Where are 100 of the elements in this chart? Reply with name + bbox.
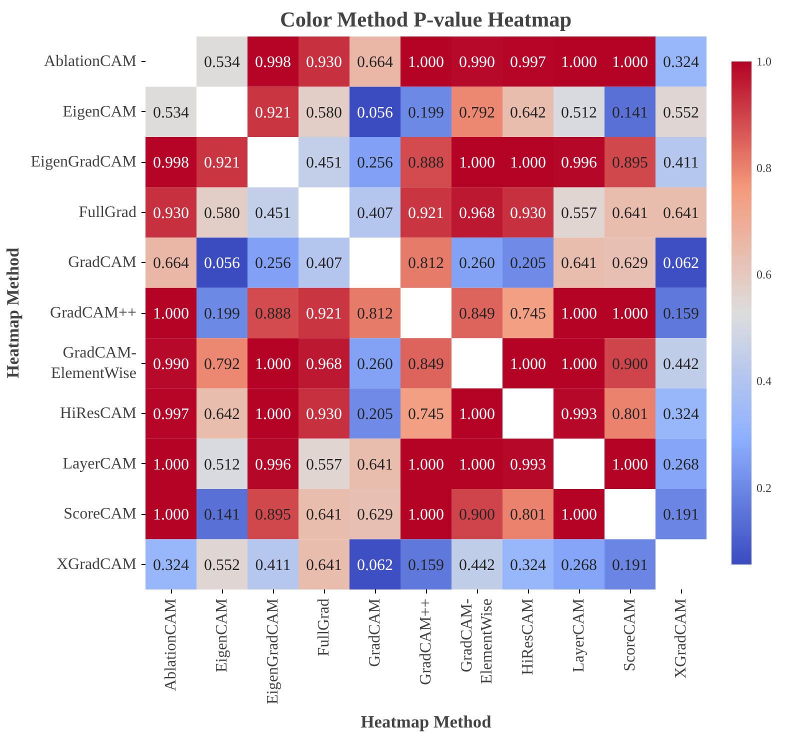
data-label: 0.930 (306, 406, 342, 424)
color-bar-label: 0.4 (756, 374, 772, 388)
data-label: 0.641 (561, 255, 597, 272)
x-tick-label: GradCAM- ElementWise (458, 598, 496, 684)
data-label: 1.000 (612, 306, 648, 322)
x-tick-label: ScoreCAM (622, 598, 638, 672)
data-label: 0.407 (357, 204, 393, 222)
data-label: 0.888 (255, 306, 291, 322)
data-label: 0.442 (459, 556, 495, 574)
data-label: 0.256 (255, 255, 291, 272)
data-label: 0.324 (663, 406, 699, 424)
data-label: 0.990 (459, 54, 495, 72)
data-label: 0.996 (255, 456, 291, 474)
y-tick-label: ScoreCAM (64, 506, 137, 523)
color-bar-label: 0.2 (756, 480, 772, 495)
x-tick-label: GradCAM++ (418, 598, 434, 685)
data-label: 0.256 (357, 154, 393, 172)
data-label: 0.411 (255, 556, 291, 574)
data-label: 0.260 (357, 356, 393, 373)
data-label: 1.000 (510, 356, 546, 373)
data-label: 0.580 (204, 204, 240, 222)
data-label: 0.745 (510, 306, 546, 322)
data-label: 0.557 (561, 204, 597, 222)
data-label: 0.998 (255, 54, 291, 72)
data-label: 0.268 (561, 556, 597, 574)
data-label: 1.000 (612, 456, 648, 474)
data-label: 0.642 (510, 104, 546, 122)
x-tick-label: XGradCAM (672, 598, 690, 678)
data-label: 0.642 (204, 406, 240, 424)
data-label: 0.921 (204, 154, 240, 172)
data-label: 0.191 (612, 556, 648, 574)
data-label: 1.000 (408, 54, 444, 72)
data-label: 0.993 (561, 406, 597, 424)
data-label: 0.141 (204, 506, 240, 524)
data-label: 1.000 (459, 154, 495, 172)
color-bar-label: 0.6 (756, 268, 772, 282)
data-label: 0.451 (255, 204, 291, 222)
data-label: 0.990 (153, 356, 189, 373)
data-label: 0.968 (459, 204, 495, 222)
data-label: 1.000 (408, 506, 444, 524)
data-label: 0.159 (663, 306, 699, 322)
data-label: 0.930 (510, 204, 546, 222)
data-label: 0.407 (306, 255, 342, 272)
data-label: 0.641 (663, 204, 699, 222)
y-tick-label: GradCAM- ElementWise (50, 344, 136, 382)
data-label: 0.921 (306, 306, 342, 322)
data-label: 0.205 (510, 255, 546, 272)
x-axis-title: Heatmap Method (360, 712, 492, 732)
data-label: 0.930 (306, 54, 342, 72)
data-label: 1.000 (255, 406, 291, 424)
data-label: 1.000 (612, 54, 648, 72)
data-label: 0.324 (510, 556, 546, 574)
data-label: 0.801 (612, 406, 648, 424)
data-label: 1.000 (153, 306, 189, 322)
data-label: 0.921 (408, 204, 444, 222)
data-label: 1.000 (561, 54, 597, 72)
data-label: 0.141 (612, 104, 648, 122)
data-label: 0.812 (408, 255, 444, 272)
data-label: 0.641 (612, 204, 648, 222)
chart-title: Color Method P-value Heatmap (280, 8, 572, 32)
data-label: 0.792 (204, 356, 240, 373)
data-label: 0.629 (357, 506, 393, 524)
data-label: 0.442 (663, 356, 699, 373)
data-label: 1.000 (255, 356, 291, 373)
y-axis-title: Heatmap Method (4, 247, 23, 378)
x-tick-label: EigenGradCAM (264, 598, 282, 704)
data-label: 0.641 (306, 556, 342, 574)
x-tick-label: FullGrad (316, 598, 332, 656)
data-label: 0.996 (561, 154, 597, 172)
data-label: 0.968 (306, 356, 342, 373)
data-label: 0.900 (612, 356, 648, 373)
data-label: 0.792 (459, 104, 495, 122)
data-label: 0.268 (663, 456, 699, 474)
data-label: 1.000 (561, 356, 597, 373)
y-tick-label: LayerCAM (62, 455, 137, 472)
data-label: 0.849 (408, 356, 444, 373)
data-label: 0.580 (306, 104, 342, 122)
data-label: 0.260 (459, 255, 495, 272)
x-tick-label: LayerCAM (570, 598, 588, 672)
x-tick-label: GradCAM (366, 598, 384, 667)
data-label: 1.000 (153, 506, 189, 524)
data-label: 0.552 (663, 104, 699, 122)
color-bar-label: 1.0 (756, 54, 772, 68)
y-tick-label: HiResCAM (60, 405, 136, 422)
data-label: 0.205 (357, 406, 393, 424)
y-tick-label: EigenGradCAM (30, 154, 137, 171)
data-label: 0.552 (204, 556, 240, 574)
data-label: 0.812 (357, 306, 393, 322)
color-bar-label: 0.8 (756, 161, 772, 176)
data-label: 0.199 (408, 104, 444, 122)
data-label: 0.895 (612, 154, 648, 172)
data-label: 0.900 (459, 506, 495, 524)
data-label: 0.997 (153, 406, 189, 424)
data-label: 0.888 (408, 154, 444, 172)
data-label: 0.664 (357, 54, 393, 72)
data-label: 0.921 (255, 104, 291, 122)
data-label: 0.998 (153, 154, 189, 172)
data-label: 0.062 (663, 255, 699, 272)
data-label: 1.000 (459, 406, 495, 424)
data-label: 1.000 (459, 456, 495, 474)
